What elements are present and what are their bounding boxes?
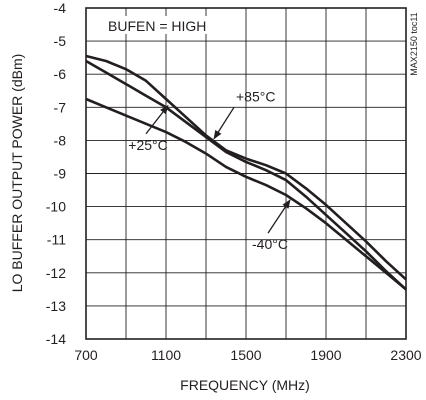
annotation-label-1: +25°C [128, 137, 167, 153]
annotations: +85°C +25°C -40°C [128, 88, 291, 252]
grid [86, 8, 406, 339]
y-tick-label: -4 [54, 0, 67, 16]
series-line-1 [85, 54, 407, 281]
y-axis-title: LO BUFFER OUTPUT POWER (dBm) [9, 54, 25, 293]
series-line-0 [85, 59, 407, 291]
x-tick-label: 1500 [230, 347, 261, 363]
side-note: MAX2150 toc11 [409, 12, 419, 75]
y-tick-label: -10 [46, 199, 66, 215]
inset-label: BUFEN = HIGH [108, 18, 206, 34]
y-tick-label: -12 [46, 265, 66, 281]
annotation-arrow-0 [213, 106, 235, 140]
x-tick-label: 1100 [151, 347, 181, 363]
series-lines [85, 54, 407, 291]
annotation-arrow-1 [145, 104, 169, 135]
y-tick-label: -5 [54, 33, 67, 49]
x-axis-title: FREQUENCY (MHz) [180, 377, 310, 393]
x-tick-label: 2300 [390, 347, 421, 363]
inset-label-background [104, 16, 216, 34]
annotation-label-0: +85°C [236, 88, 275, 104]
annotation-label-2: -40°C [252, 236, 288, 252]
y-tick-label: -13 [46, 298, 66, 314]
series-line-2 [85, 97, 407, 291]
y-tick-label: -14 [46, 331, 66, 347]
x-tick-label: 700 [74, 347, 98, 363]
y-tick-label: -7 [54, 99, 67, 115]
tick-labels: 700 1100 1500 1900 2300 -4 -5 -6 -7 -8 -9 -10 -11 -12… [46, 0, 422, 363]
plot-frame [85, 7, 407, 340]
y-tick-label: -9 [54, 166, 67, 182]
x-tick-label: 1900 [310, 347, 341, 363]
y-tick-label: -8 [54, 132, 67, 148]
y-tick-label: -6 [54, 66, 67, 82]
y-tick-label: -11 [47, 232, 66, 248]
annotation-arrow-2 [267, 199, 291, 234]
